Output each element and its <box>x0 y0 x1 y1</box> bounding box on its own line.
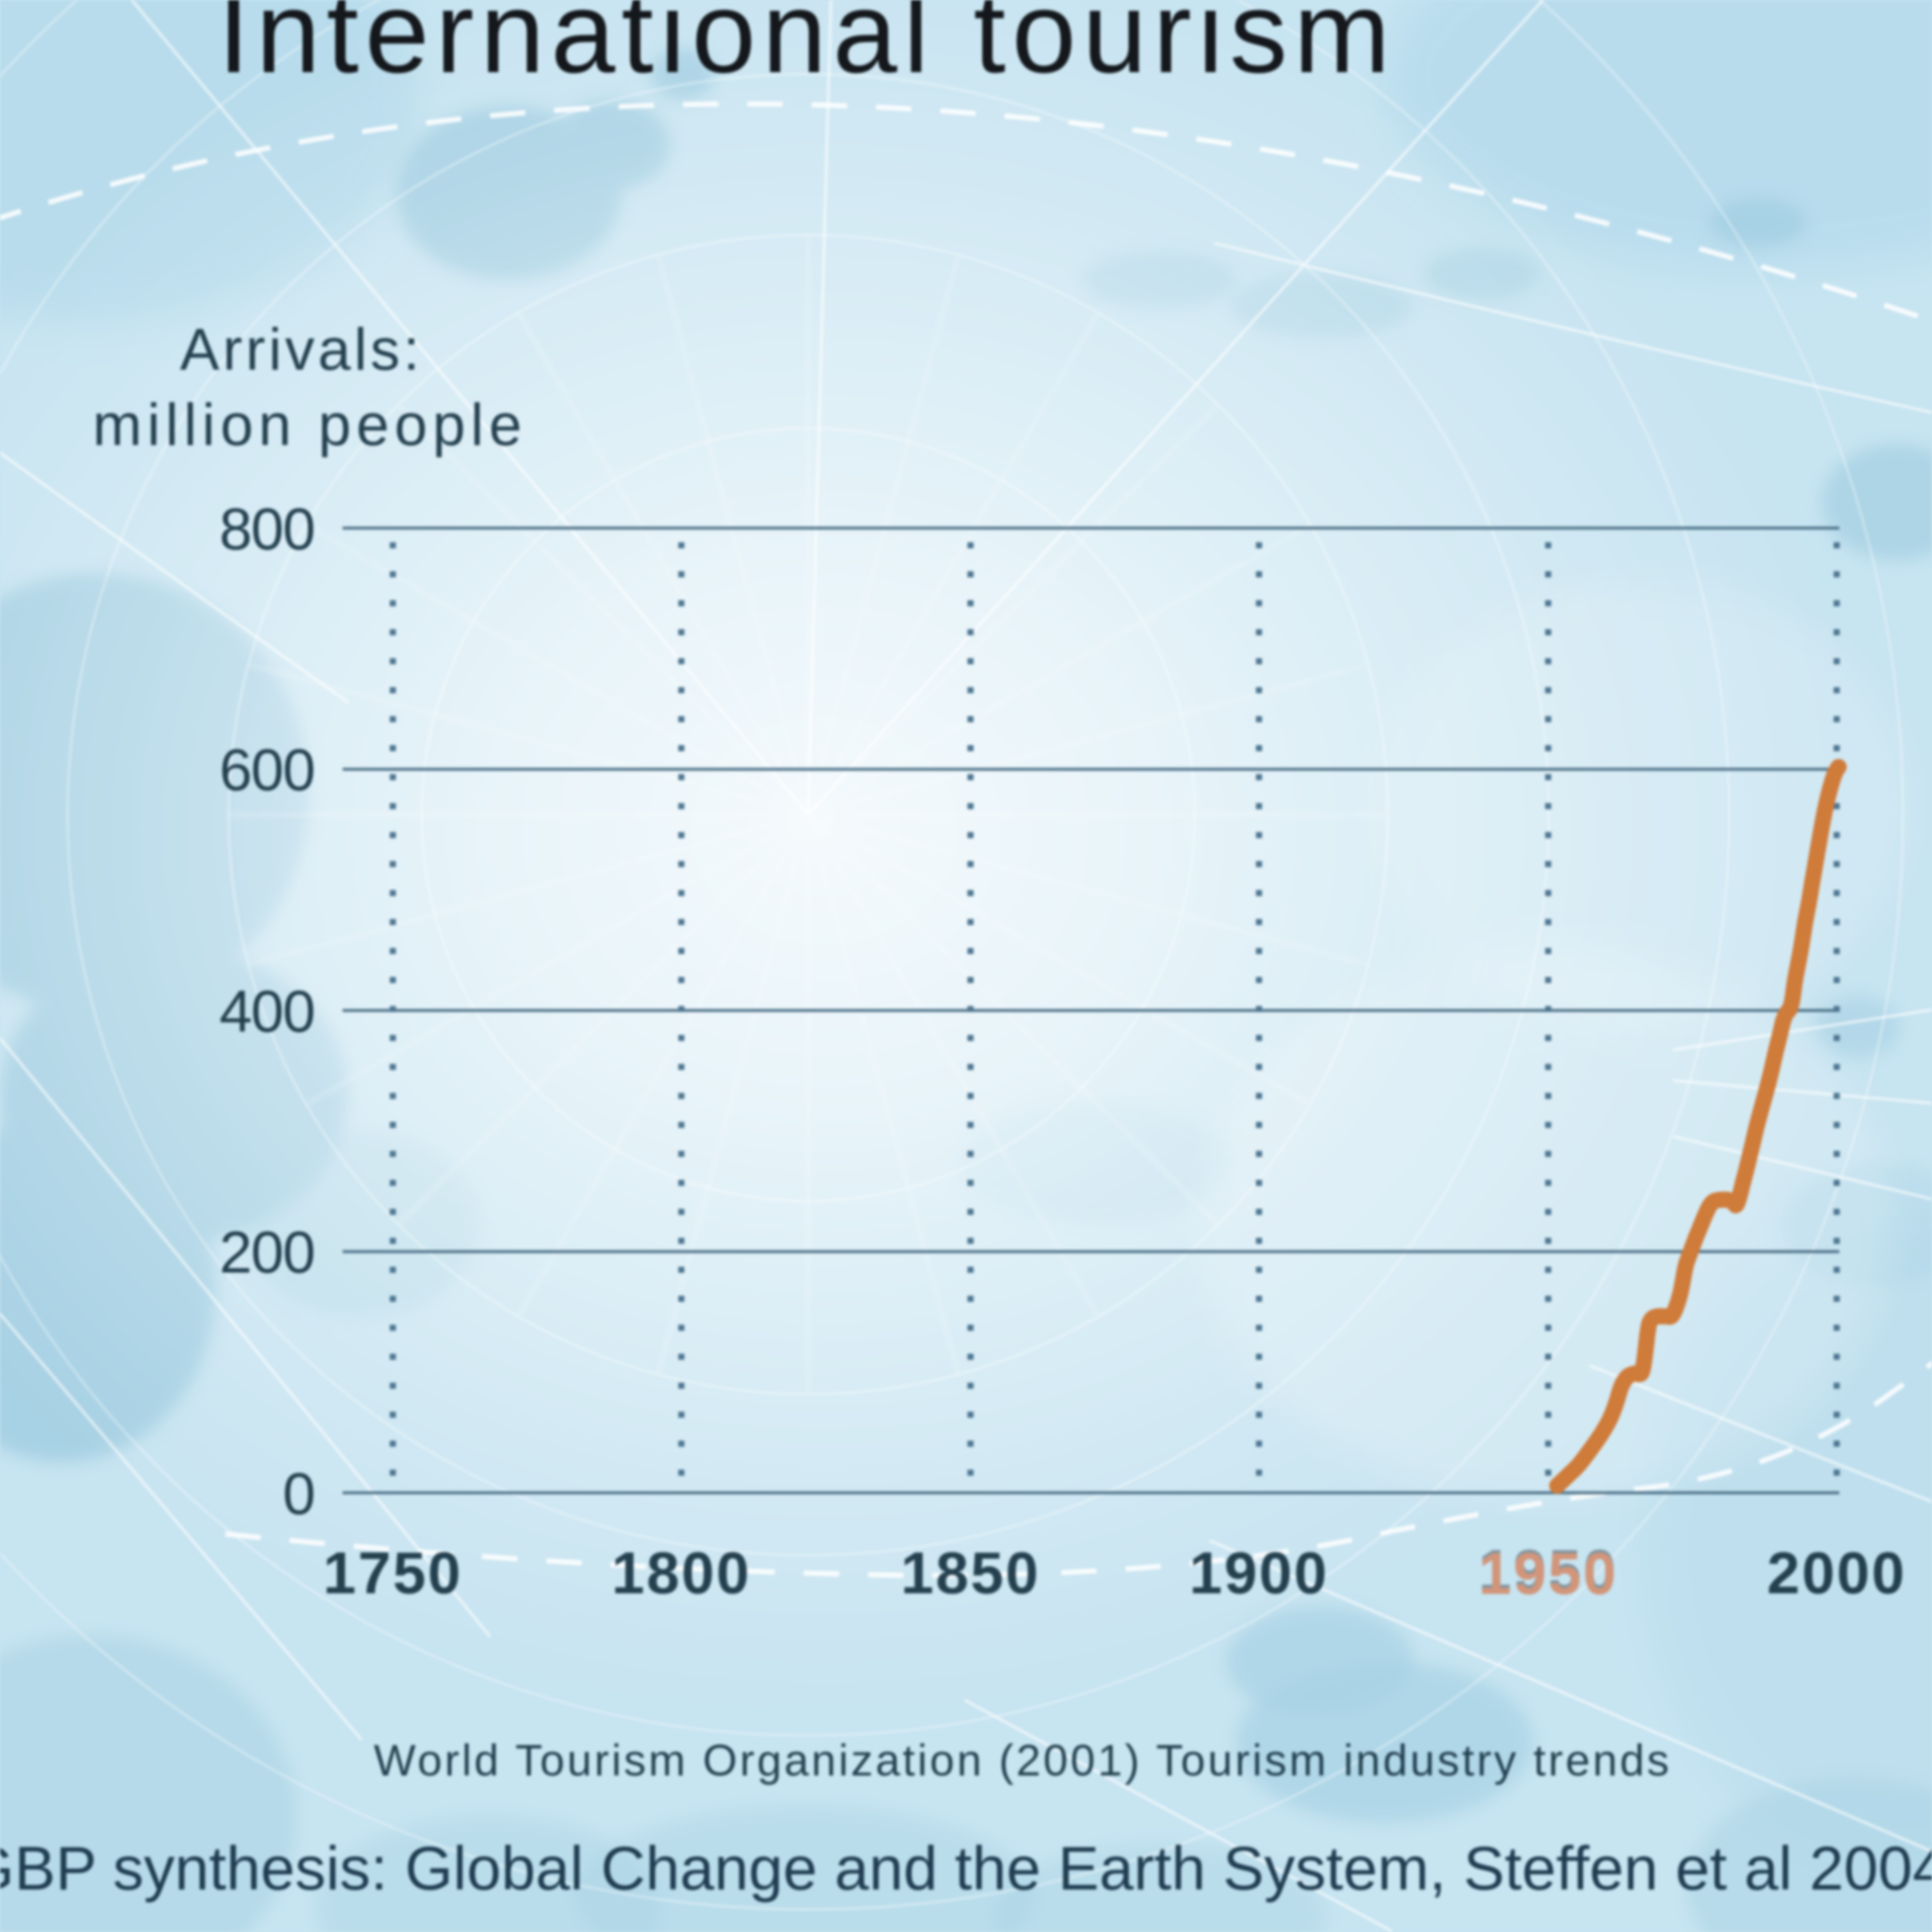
svg-text:International tourism: International tourism <box>218 0 1396 97</box>
svg-text:1750: 1750 <box>323 1540 463 1606</box>
svg-text:800: 800 <box>220 497 315 562</box>
svg-text:600: 600 <box>220 737 315 803</box>
svg-text:million people: million people <box>93 392 527 458</box>
svg-text:2000: 2000 <box>1767 1540 1907 1606</box>
svg-text:0: 0 <box>283 1461 314 1527</box>
svg-text:IGBP synthesis: Global Change: IGBP synthesis: Global Change and the Ea… <box>0 1834 1932 1903</box>
svg-text:400: 400 <box>220 979 315 1045</box>
svg-text:1800: 1800 <box>612 1540 752 1606</box>
svg-text:Arrivals:: Arrivals: <box>180 317 422 383</box>
svg-text:World Tourism Organization (20: World Tourism Organization (2001) Touris… <box>374 1736 1671 1785</box>
svg-text:1850: 1850 <box>901 1540 1041 1606</box>
svg-text:200: 200 <box>220 1220 315 1285</box>
svg-text:1950: 1950 <box>1479 1538 1618 1604</box>
svg-text:1900: 1900 <box>1189 1540 1329 1606</box>
svg-text:1950: 1950 <box>1479 1541 1618 1607</box>
